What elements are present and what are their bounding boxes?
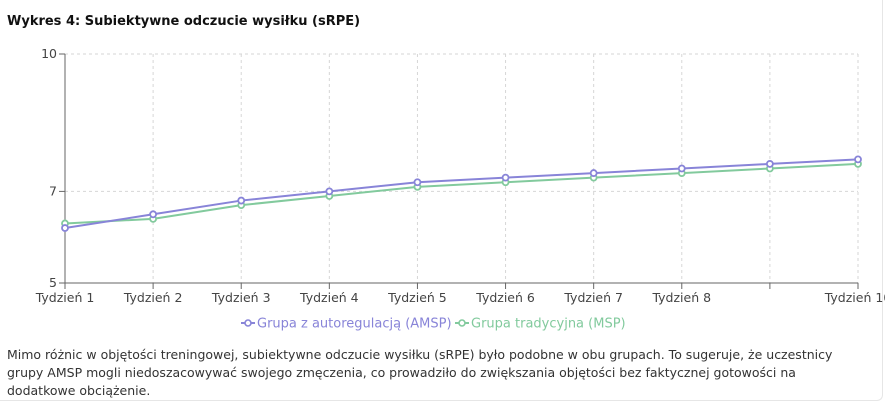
- legend-marker-icon: [244, 319, 252, 327]
- line-chart: 5 7 10 Tydzień 1 Tydzień 2 Tydzień 3 Tydzień 4…: [35, 46, 885, 332]
- x-tick-label: Tydzień 8: [651, 290, 711, 305]
- data-point: [149, 210, 158, 219]
- data-point: [589, 169, 598, 177]
- data-point: [765, 160, 774, 168]
- x-tick-label: Tydzień 4: [299, 290, 359, 305]
- y-tick-label: 10: [41, 46, 57, 61]
- legend-marker-icon: [458, 319, 466, 327]
- data-point: [61, 224, 69, 232]
- legend-label: Grupa tradycyjna (MSP): [471, 317, 626, 332]
- series-line: [64, 158, 859, 230]
- data-point: [237, 196, 246, 205]
- y-tick-label: 5: [49, 275, 57, 290]
- x-tick-label: Tydzień 10: [824, 290, 885, 305]
- x-tick-label: Tydzień 7: [563, 290, 623, 305]
- legend-label: Grupa z autoregulacją (AMSP): [257, 317, 452, 332]
- series-line: [64, 162, 859, 225]
- chart-title: Wykres 4: Subiektywne odczucie wysiłku (…: [7, 14, 361, 29]
- chart-description: Mimo różnic w objętości treningowej, sub…: [7, 347, 833, 398]
- x-tick-label: Tydzień 5: [387, 290, 447, 305]
- data-point: [677, 164, 686, 173]
- x-tick-label: Tydzień 1: [35, 290, 95, 305]
- data-point: [325, 187, 334, 196]
- data-point: [854, 155, 862, 164]
- x-tick-label: Tydzień 6: [475, 290, 535, 305]
- data-point: [501, 173, 510, 182]
- x-tick-label: Tydzień 2: [123, 290, 183, 305]
- data-point: [413, 178, 422, 187]
- x-tick-label: Tydzień 3: [211, 290, 271, 305]
- y-tick-label: 7: [49, 183, 57, 198]
